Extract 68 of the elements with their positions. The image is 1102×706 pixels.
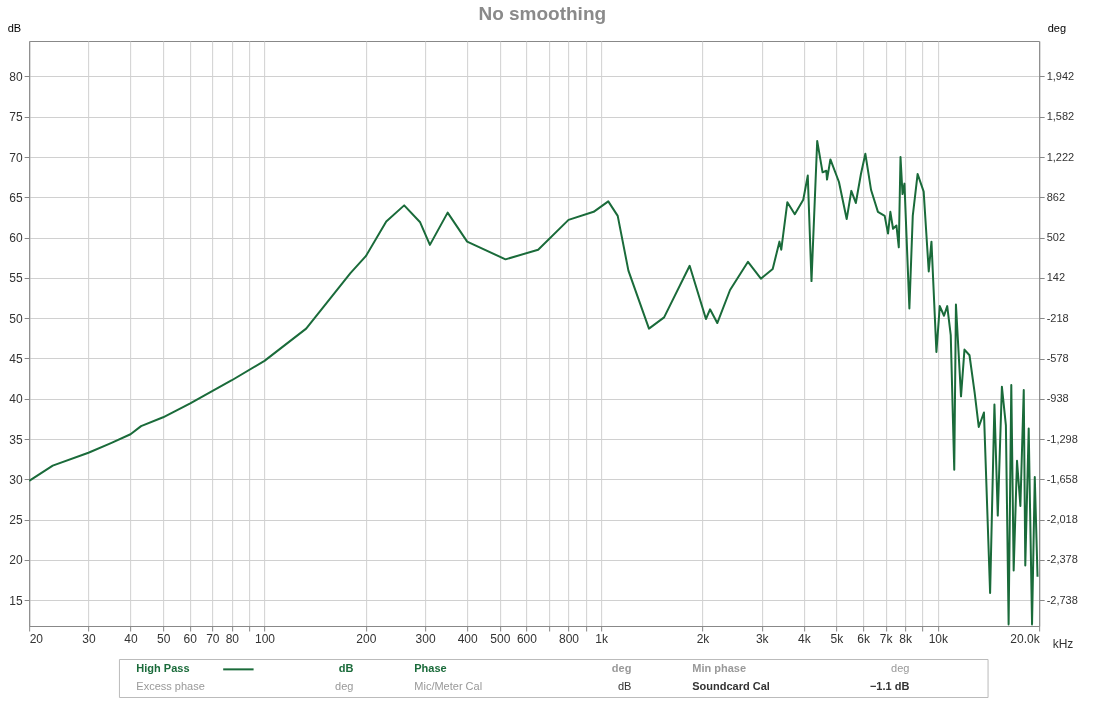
x-tick-label: 400 (457, 631, 478, 646)
y-tick-label: 15 (9, 593, 23, 608)
x-tick-label: 500 (490, 631, 511, 646)
x-tick-label: 200 (356, 631, 377, 646)
x-tick-label: 300 (415, 631, 436, 646)
text: Mic/Meter Cal (414, 679, 483, 692)
y-tick-label: 60 (9, 231, 23, 246)
y-tick-label: 25 (9, 513, 23, 528)
x-tick-label: 100 (254, 631, 276, 646)
y2-axis-title: deg (1047, 21, 1067, 34)
x-axis-title: kHz (1052, 636, 1074, 651)
text: High Pass (136, 662, 190, 675)
x-tick-label: 600 (516, 631, 538, 646)
x-tick-label: 10k (928, 631, 949, 646)
x-tick-label: 2k (696, 631, 711, 646)
y-axis-title: dB (7, 21, 22, 34)
y-tick-label: 35 (9, 432, 23, 447)
text: dB (338, 662, 354, 675)
y-tick-label: 55 (9, 271, 23, 286)
y-tick-label: 45 (9, 351, 23, 366)
x-tick-label: 80 (225, 631, 240, 646)
x-tick-label: 60 (183, 631, 198, 646)
y-tick-label: 30 (9, 472, 23, 487)
y2-tick-label: 142 (1046, 271, 1066, 284)
y2-tick-label: 1,942 (1046, 69, 1075, 82)
text: dB (617, 679, 632, 692)
x-tick-label: 6k (857, 631, 871, 646)
x-tick-label: 1k (595, 631, 609, 646)
y-tick-label: 65 (9, 190, 23, 205)
y2-tick-label: 862 (1046, 190, 1066, 203)
y-tick-label: 80 (9, 69, 23, 84)
y-tick-label: 75 (9, 110, 23, 125)
y2-tick-label: -938 (1046, 392, 1069, 405)
chart-title: No smoothing (478, 2, 607, 24)
y2-tick-label: -1,658 (1046, 472, 1078, 485)
x-tick-label: 20.0k (1010, 631, 1041, 646)
text: Soundcard Cal (692, 679, 770, 692)
y2-tick-label: 502 (1046, 231, 1066, 244)
y2-tick-label: -2,018 (1046, 513, 1078, 526)
x-tick-label: 7k (879, 631, 894, 646)
x-tick-label: 50 (156, 631, 171, 646)
y2-tick-label: 1,222 (1046, 150, 1075, 163)
x-tick-label: 8k (899, 631, 914, 646)
y2-tick-label: -2,378 (1046, 553, 1078, 566)
x-tick-label: 800 (559, 631, 580, 646)
text: −1.1 dB (869, 679, 910, 692)
x-tick-label: 4k (797, 631, 812, 646)
y2-tick-label: -218 (1046, 311, 1069, 324)
y2-tick-label: -1,298 (1046, 432, 1078, 445)
x-tick-label: 30 (82, 631, 96, 646)
x-tick-label: 40 (124, 631, 138, 646)
text: Phase (414, 662, 447, 675)
y-tick-label: 40 (9, 392, 23, 407)
text: deg (335, 679, 354, 692)
y2-tick-label: -578 (1046, 352, 1069, 365)
text: Excess phase (136, 679, 205, 692)
x-tick-label: 70 (206, 631, 220, 646)
text: Min phase (692, 662, 747, 675)
text: deg (891, 662, 910, 675)
x-tick-label: 20 (29, 631, 44, 646)
y2-tick-label: 1,582 (1046, 110, 1075, 123)
y-tick-label: 50 (9, 311, 23, 326)
x-tick-label: 3k (755, 631, 770, 646)
text: deg (611, 662, 632, 675)
y-tick-label: 20 (9, 553, 23, 568)
x-tick-label: 5k (830, 631, 845, 646)
y-tick-label: 70 (9, 150, 23, 165)
y2-tick-label: -2,738 (1046, 593, 1078, 606)
